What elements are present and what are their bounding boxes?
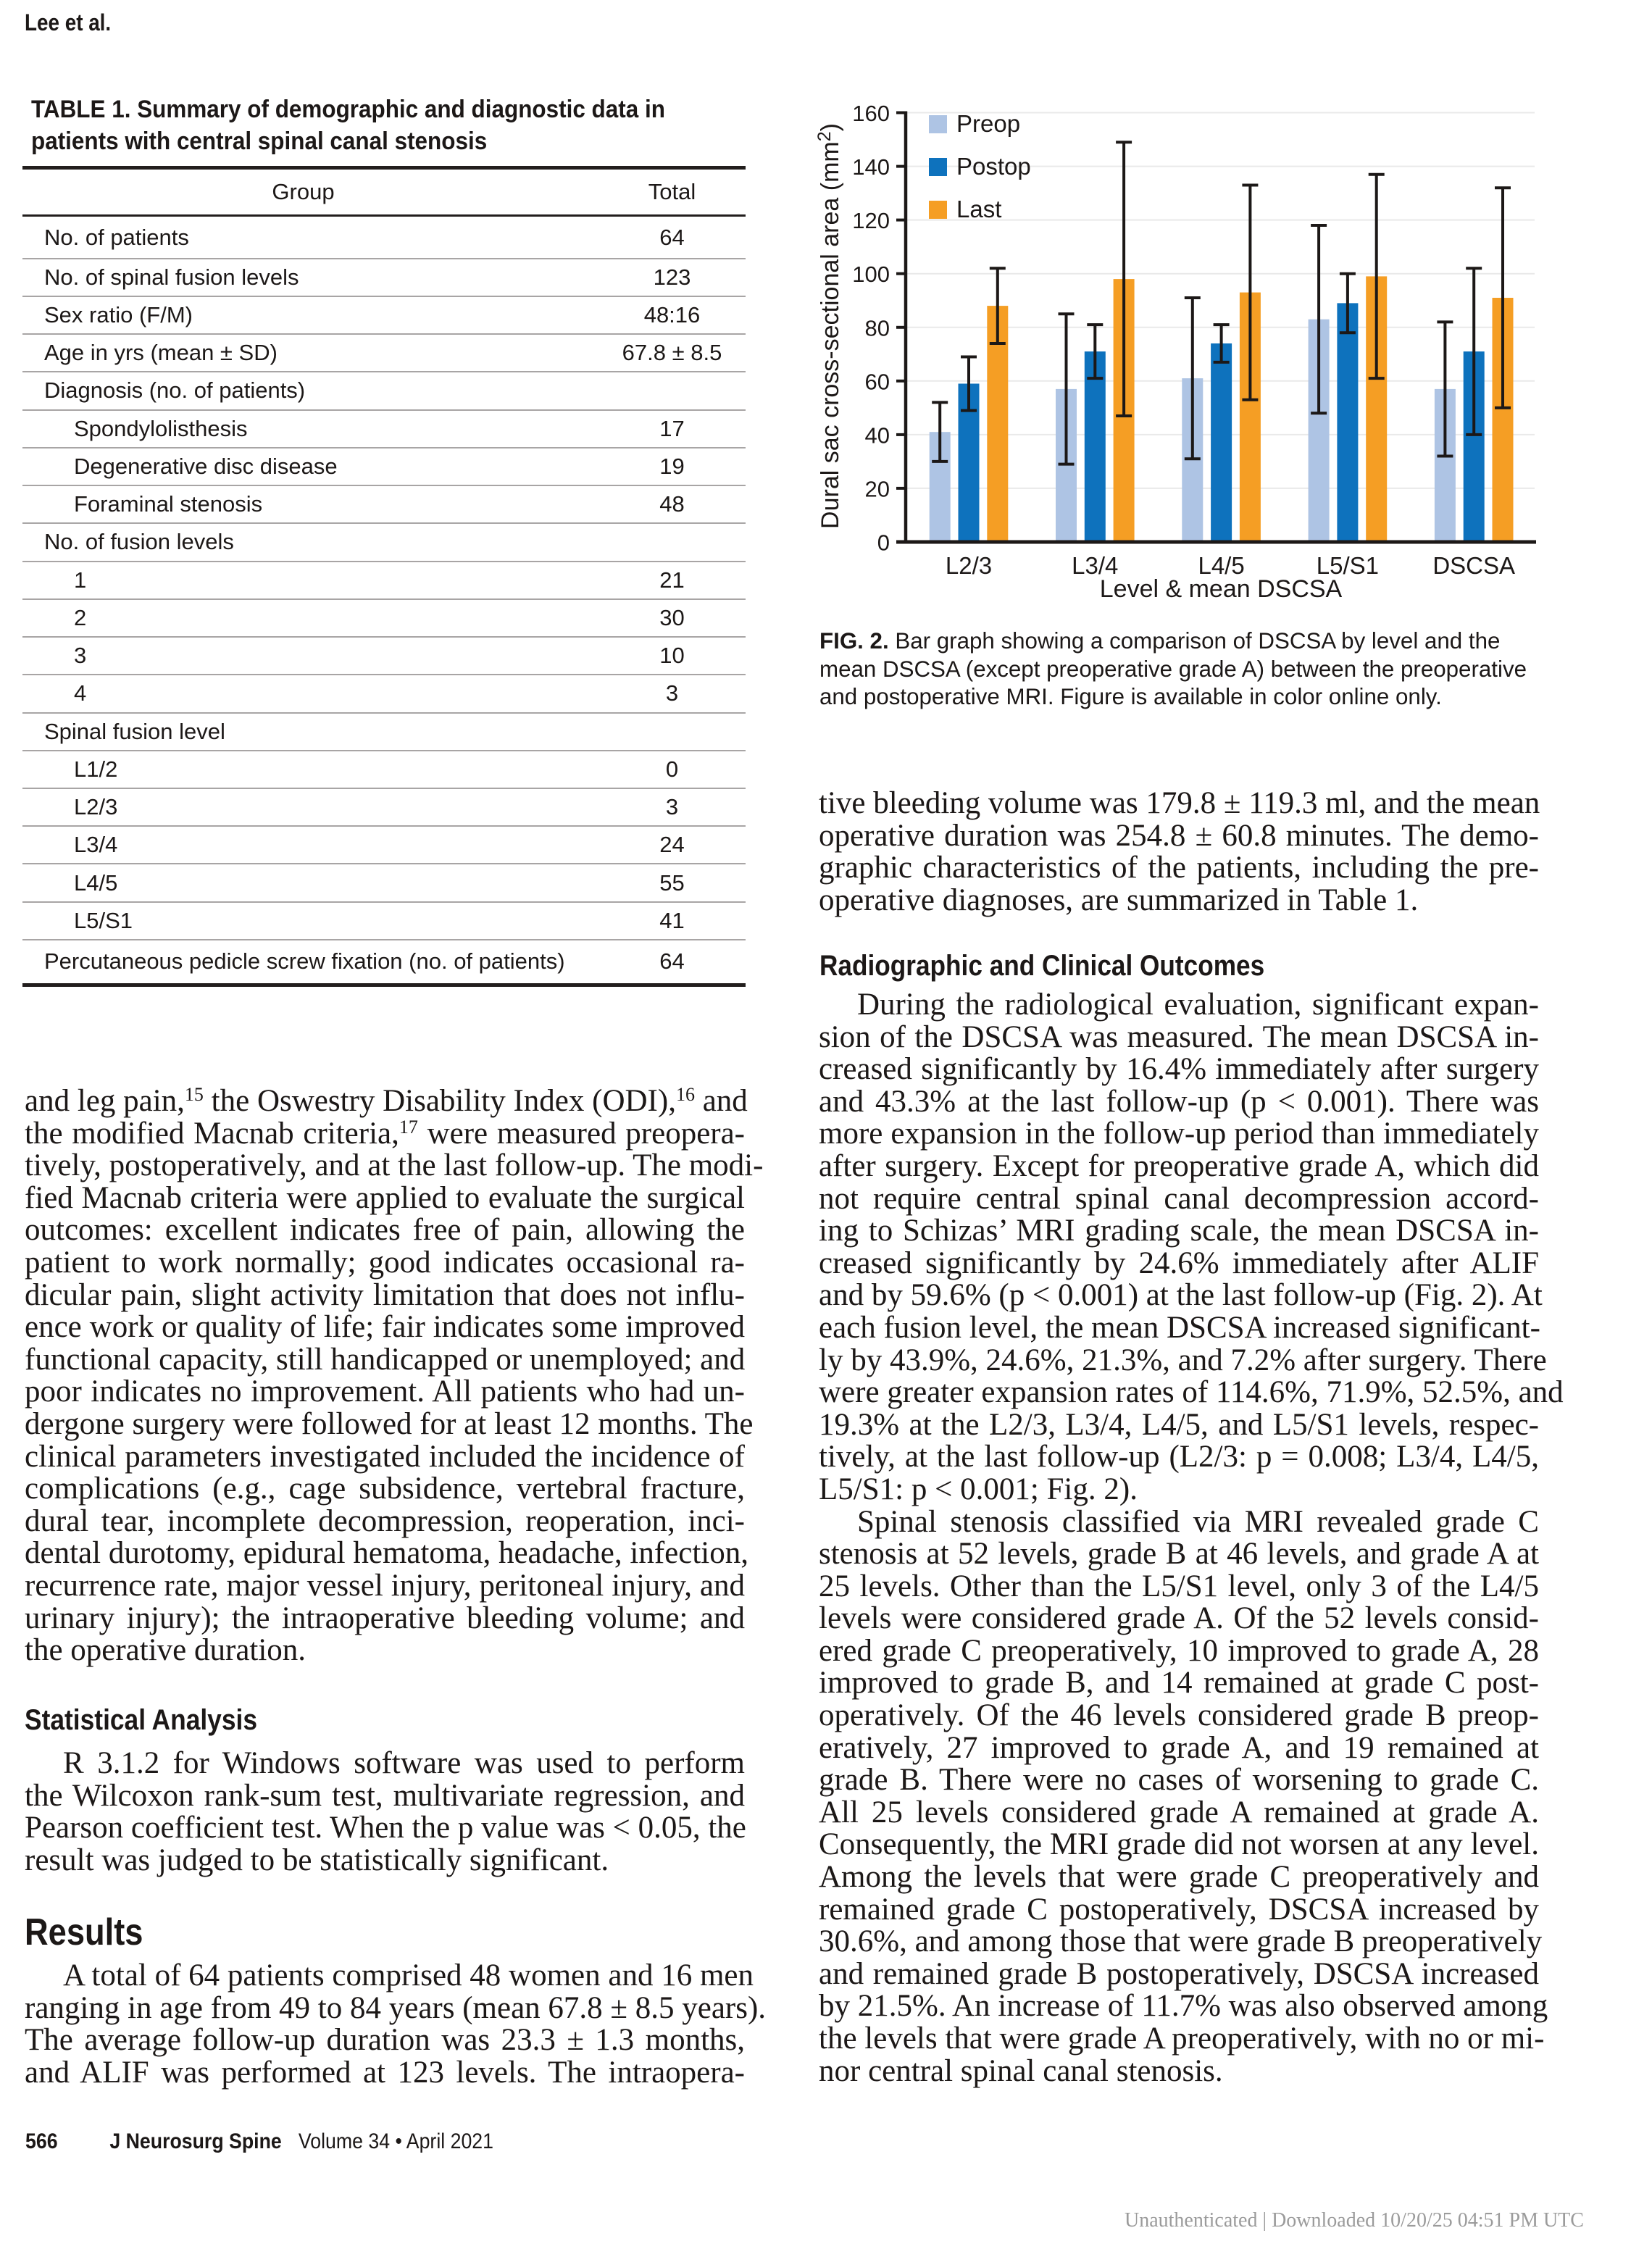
- svg-text:80: 80: [865, 315, 890, 341]
- svg-text:L3/4: L3/4: [1072, 552, 1118, 579]
- svg-text:0: 0: [877, 530, 890, 556]
- svg-text:Level & mean DSCSA: Level & mean DSCSA: [1100, 575, 1343, 603]
- svg-text:60: 60: [865, 369, 890, 394]
- svg-text:160: 160: [852, 101, 890, 126]
- svg-text:L5/S1: L5/S1: [1317, 552, 1379, 579]
- svg-text:Preop: Preop: [956, 110, 1020, 137]
- svg-text:120: 120: [852, 208, 890, 233]
- svg-text:40: 40: [865, 422, 890, 448]
- svg-text:L4/5: L4/5: [1198, 552, 1244, 579]
- svg-text:Last: Last: [956, 196, 1001, 222]
- svg-text:Postop: Postop: [956, 153, 1031, 180]
- svg-text:20: 20: [865, 476, 890, 501]
- svg-text:DSCSA: DSCSA: [1432, 552, 1515, 579]
- svg-text:140: 140: [852, 154, 890, 180]
- svg-text:Dural sac cross-sectional area: Dural sac cross-sectional area (mm2): [814, 123, 844, 529]
- svg-text:100: 100: [852, 262, 890, 287]
- svg-text:L2/3: L2/3: [946, 552, 992, 579]
